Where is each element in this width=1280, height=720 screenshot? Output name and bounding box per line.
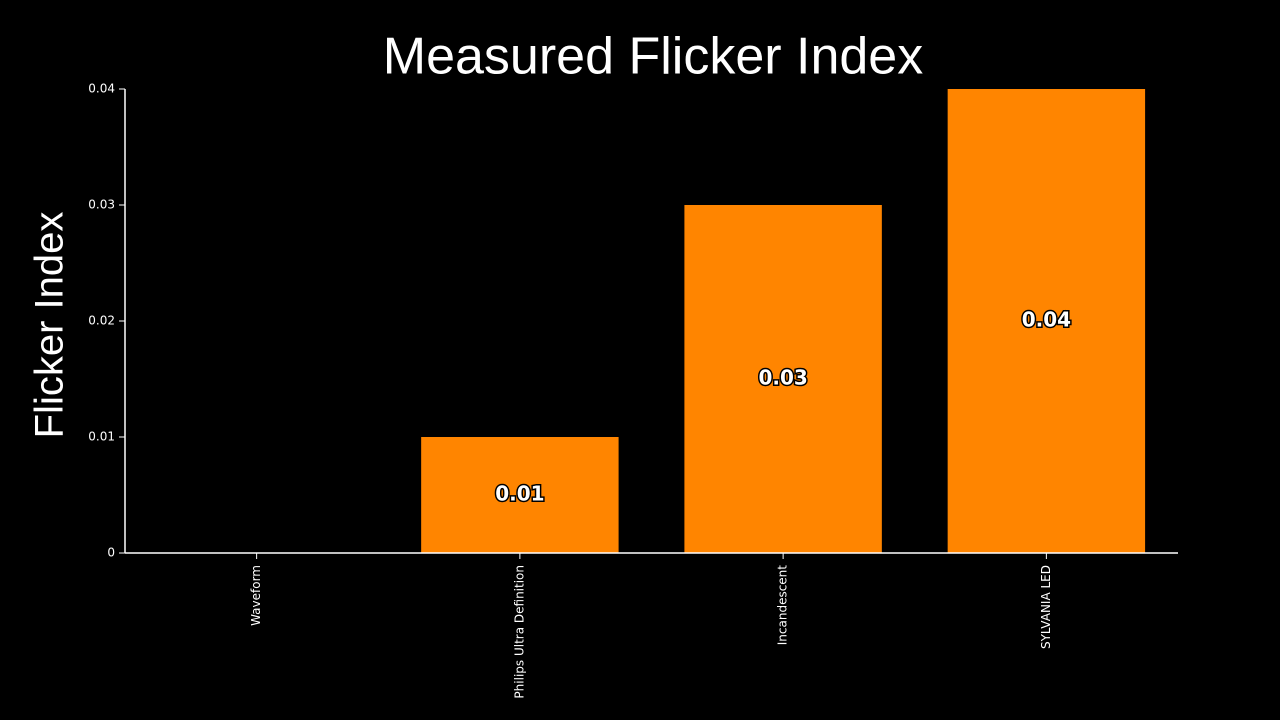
value-label: 0.03 xyxy=(758,366,807,390)
y-axis-label: Flicker Index xyxy=(28,212,72,439)
chart-title: Measured Flicker Index xyxy=(383,28,923,86)
x-tick-label: Waveform xyxy=(249,565,263,626)
bar xyxy=(947,89,1146,553)
x-tick-label: SYLVANIA LED xyxy=(1039,565,1053,649)
bar xyxy=(421,437,619,553)
value-label: 0.04 xyxy=(1022,308,1071,332)
y-tick-label: 0.01 xyxy=(88,430,115,444)
x-tick-label: Philips Ultra Definition xyxy=(512,565,526,699)
x-tick-label: Incandescent xyxy=(776,565,790,646)
y-tick-label: 0.02 xyxy=(88,314,115,328)
y-tick-label: 0.03 xyxy=(88,198,115,212)
y-tick-label: 0.04 xyxy=(88,82,115,96)
bar xyxy=(684,205,882,553)
y-tick-label: 0 xyxy=(107,546,115,560)
value-label: 0.01 xyxy=(495,482,544,506)
